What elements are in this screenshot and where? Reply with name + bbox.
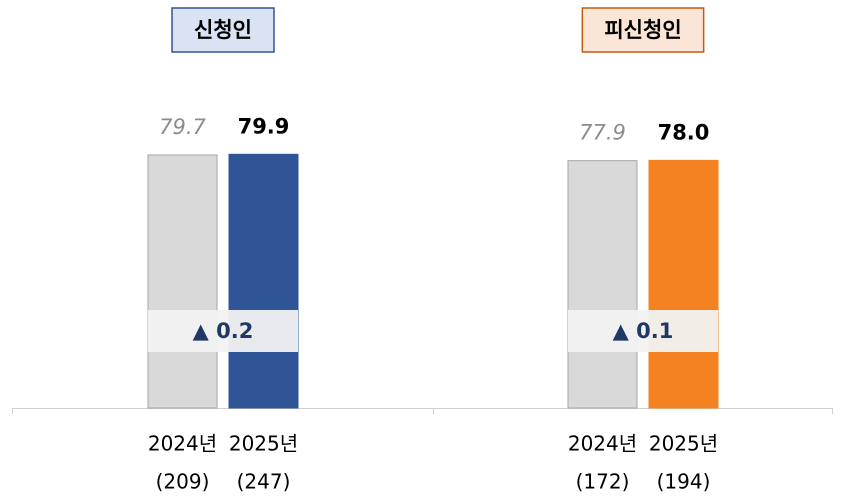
x-tick-label: 2024년	[148, 432, 217, 456]
x-tick-label: 2025년	[229, 432, 298, 456]
bar	[648, 159, 719, 409]
x-tick-label: 2024년	[568, 432, 637, 456]
change-annotation: ▲ 0.2	[193, 319, 254, 343]
x-tick-label: 2025년	[649, 432, 718, 456]
value-label: 77.9	[579, 121, 626, 145]
value-label: 79.7	[159, 115, 206, 139]
value-label: 78.0	[658, 120, 710, 144]
annotation-band	[568, 310, 718, 352]
annotation-band	[148, 310, 298, 352]
bar	[228, 153, 299, 409]
value-label: 79.9	[238, 114, 290, 138]
panel-title: 피신청인	[604, 18, 681, 42]
title-box	[581, 7, 705, 53]
n-label: (194)	[657, 470, 711, 494]
n-label: (247)	[237, 470, 291, 494]
title-box	[171, 7, 275, 53]
n-label: (209)	[156, 470, 210, 494]
panel-title: 신청인	[194, 18, 252, 42]
n-label: (172)	[576, 470, 630, 494]
bar	[567, 160, 638, 409]
bar	[147, 154, 218, 409]
change-annotation: ▲ 0.1	[613, 319, 674, 343]
